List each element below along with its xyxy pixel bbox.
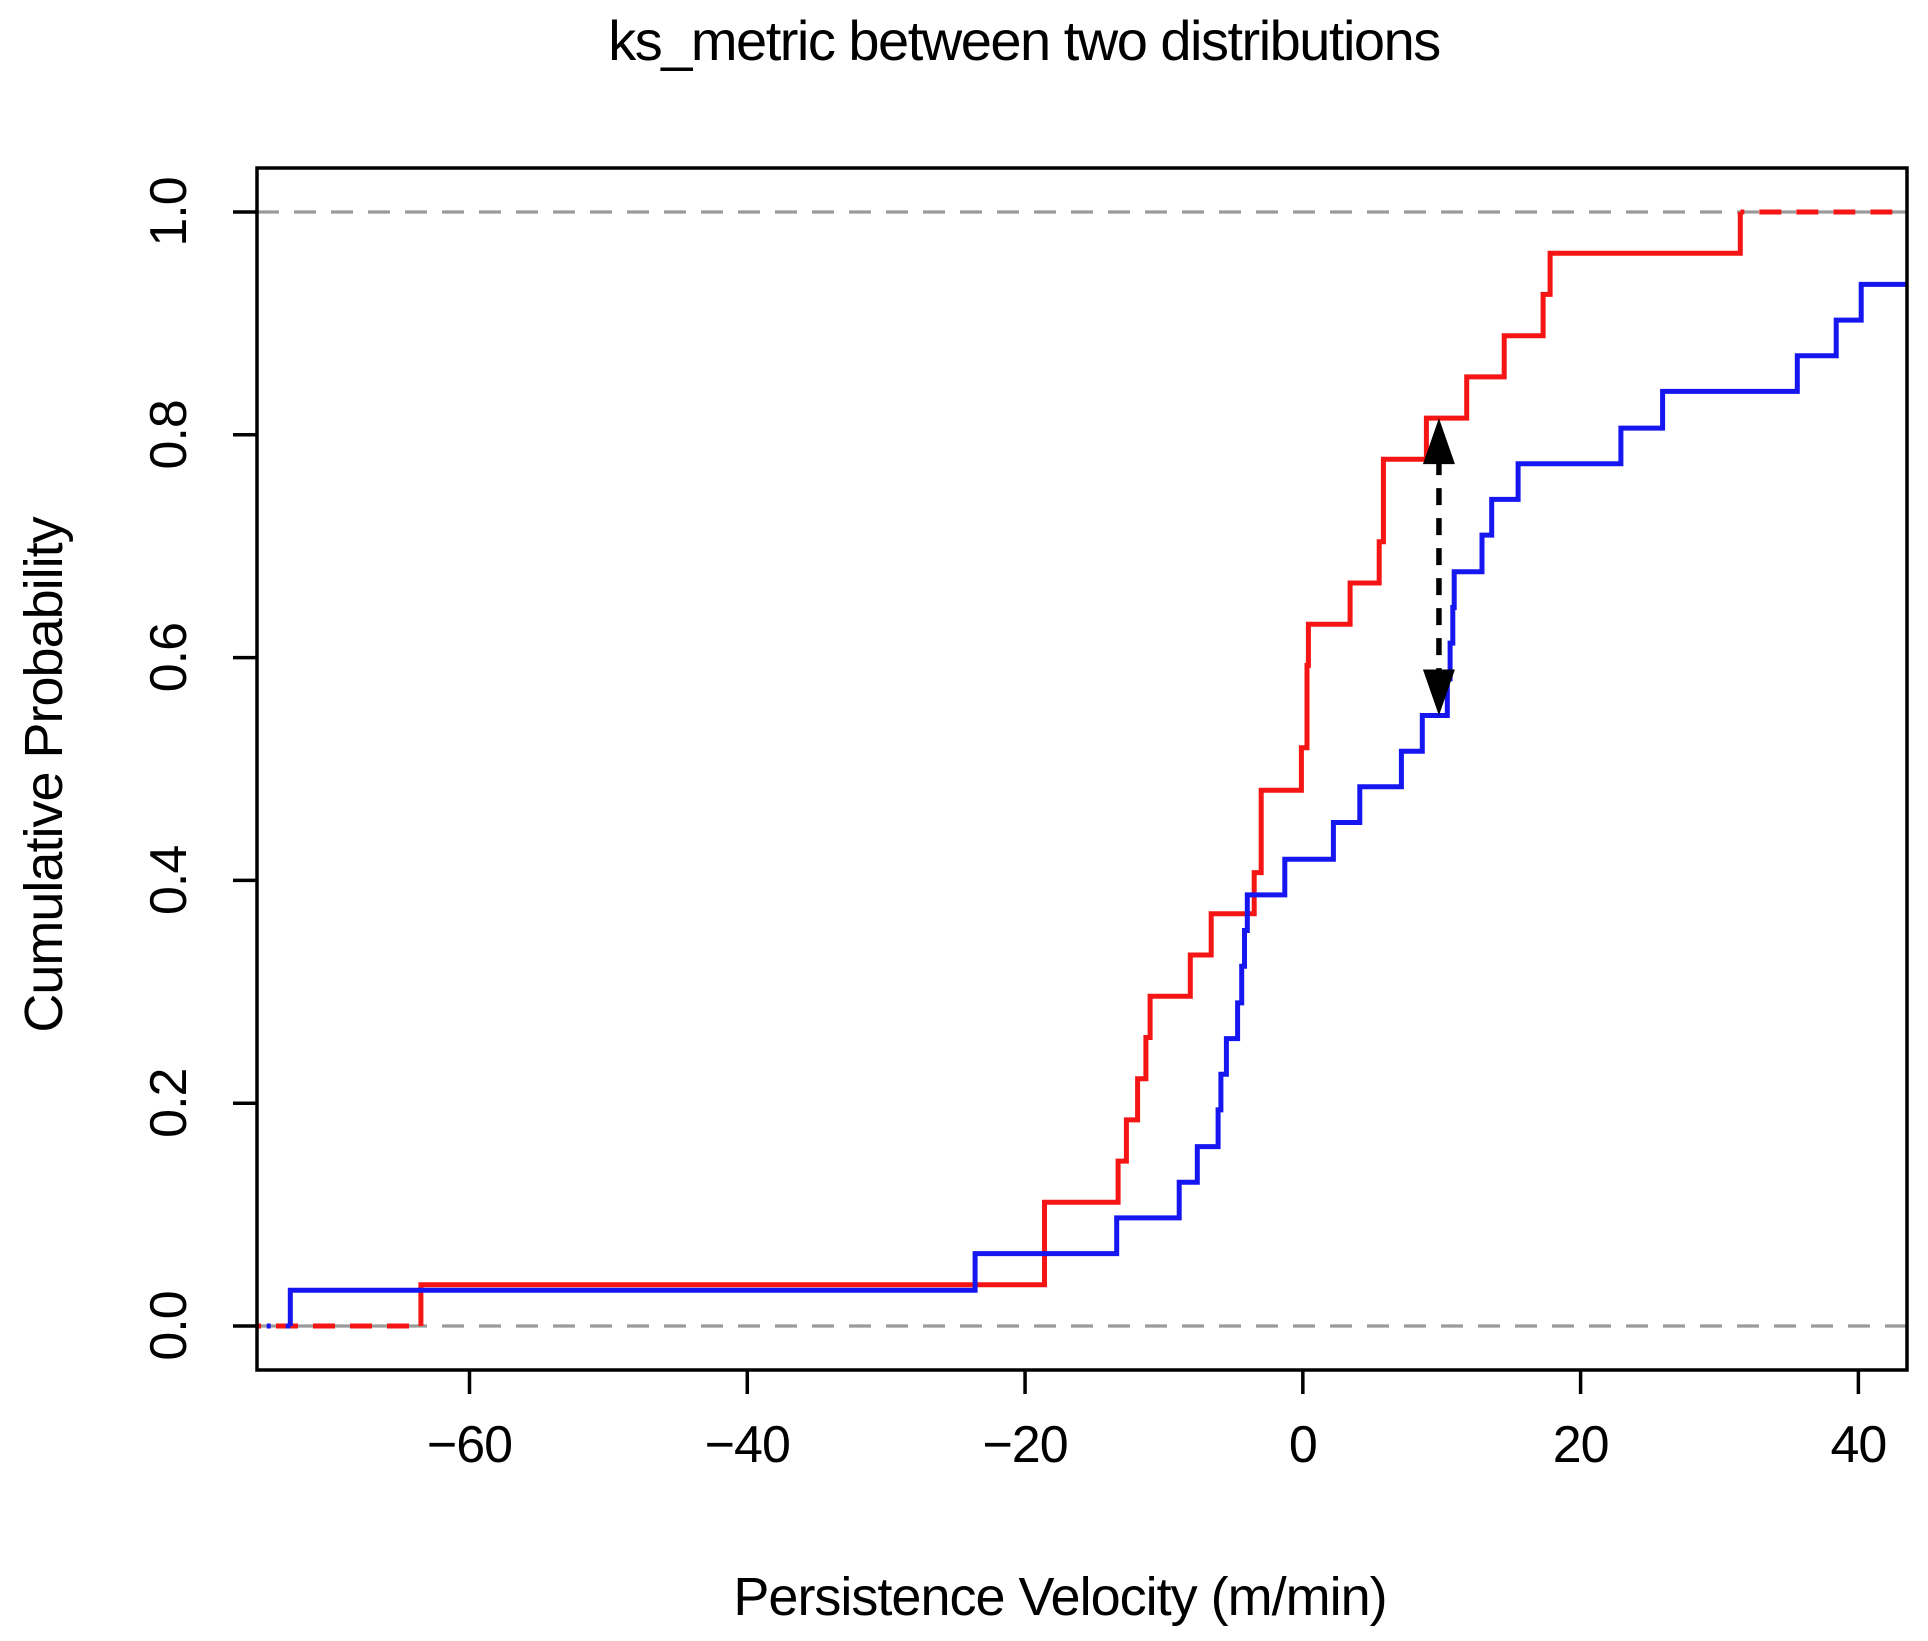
x-tick-label: 20: [1553, 1416, 1609, 1474]
axis-layer: −60 −40 −20 0 20 40 0.0 0.2 0.4 0.6 0.8 1.0: [140, 166, 1909, 1474]
ecdf-red-curve: [418, 212, 1743, 1326]
x-tick-label: −20: [982, 1416, 1067, 1474]
annotation-layer: [1422, 418, 1455, 716]
ks-arrow-head-down: [1422, 669, 1455, 716]
y-tick-label: 0.6: [140, 623, 198, 692]
y-tick-label: 0.4: [140, 846, 198, 915]
x-tick-label: 0: [1289, 1416, 1317, 1474]
x-axis-label: Persistence Velocity (m/min): [733, 1567, 1386, 1627]
plot-frame: [255, 166, 1909, 1372]
y-axis-label: Cumulative Probability: [14, 516, 74, 1032]
y-tick-label: 1.0: [140, 177, 198, 246]
gridline-layer: [257, 210, 1907, 1328]
x-tick-label: −60: [427, 1416, 512, 1474]
y-tick-label: 0.2: [140, 1069, 198, 1138]
x-tick-label: 40: [1830, 1416, 1886, 1474]
x-tick-label: −40: [705, 1416, 790, 1474]
curve-layer: [257, 209, 1907, 1329]
chart-title: ks_metric between two distributions: [608, 9, 1439, 72]
ecdf-blue-curve: [287, 281, 1907, 1326]
y-tick-label: 0.8: [140, 400, 198, 469]
y-tick-label: 0.0: [140, 1291, 198, 1360]
ks-arrow-head-up: [1422, 418, 1455, 465]
